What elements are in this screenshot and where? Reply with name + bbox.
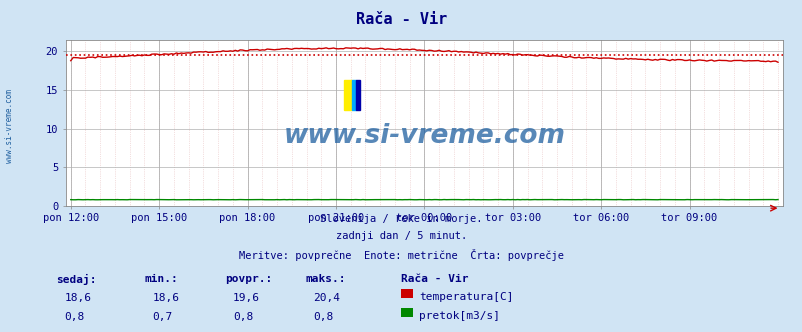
Text: www.si-vreme.com: www.si-vreme.com xyxy=(5,89,14,163)
Text: Slovenija / reke in morje.: Slovenija / reke in morje. xyxy=(320,214,482,224)
Bar xyxy=(351,80,355,110)
Text: Meritve: povprečne  Enote: metrične  Črta: povprečje: Meritve: povprečne Enote: metrične Črta:… xyxy=(239,249,563,261)
Text: maks.:: maks.: xyxy=(305,274,345,284)
Text: Rača - Vir: Rača - Vir xyxy=(355,12,447,27)
Text: povpr.:: povpr.: xyxy=(225,274,272,284)
Text: www.si-vreme.com: www.si-vreme.com xyxy=(283,123,565,149)
Text: sedaj:: sedaj: xyxy=(56,274,96,285)
Text: 19,6: 19,6 xyxy=(233,293,260,303)
Text: temperatura[C]: temperatura[C] xyxy=(419,292,513,302)
Text: 18,6: 18,6 xyxy=(152,293,180,303)
Bar xyxy=(343,80,351,110)
Text: 0,7: 0,7 xyxy=(152,312,172,322)
Text: pretok[m3/s]: pretok[m3/s] xyxy=(419,311,500,321)
Text: Rača - Vir: Rača - Vir xyxy=(401,274,468,284)
Text: 0,8: 0,8 xyxy=(233,312,253,322)
Bar xyxy=(355,80,359,110)
Text: 0,8: 0,8 xyxy=(313,312,333,322)
Text: 20,4: 20,4 xyxy=(313,293,340,303)
Text: 18,6: 18,6 xyxy=(64,293,91,303)
Text: min.:: min.: xyxy=(144,274,178,284)
Text: zadnji dan / 5 minut.: zadnji dan / 5 minut. xyxy=(335,231,467,241)
Text: 0,8: 0,8 xyxy=(64,312,84,322)
